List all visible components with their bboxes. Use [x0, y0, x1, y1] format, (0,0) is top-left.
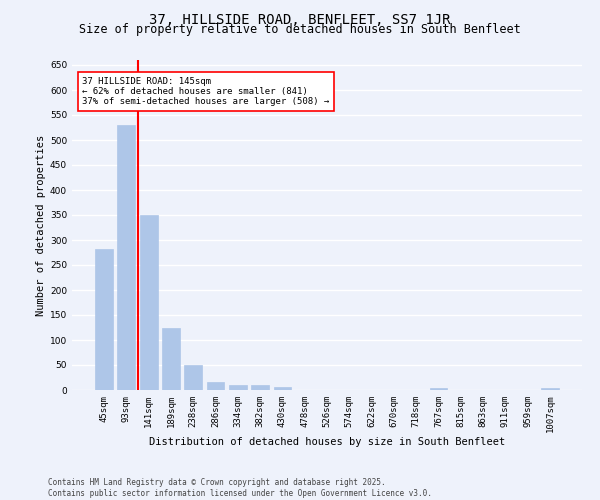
Bar [95, 248, 113, 390]
Bar [206, 382, 224, 390]
Bar [251, 385, 269, 390]
Text: 37, HILLSIDE ROAD, BENFLEET, SS7 1JR: 37, HILLSIDE ROAD, BENFLEET, SS7 1JR [149, 12, 451, 26]
Bar [184, 365, 202, 390]
Text: Size of property relative to detached houses in South Benfleet: Size of property relative to detached ho… [79, 22, 521, 36]
Bar [541, 388, 559, 390]
Bar [140, 215, 158, 390]
Bar [162, 328, 180, 390]
Bar [430, 388, 448, 390]
Bar [118, 125, 136, 390]
Text: 37 HILLSIDE ROAD: 145sqm
← 62% of detached houses are smaller (841)
37% of semi-: 37 HILLSIDE ROAD: 145sqm ← 62% of detach… [82, 76, 329, 106]
Bar [274, 386, 292, 390]
Text: Contains HM Land Registry data © Crown copyright and database right 2025.
Contai: Contains HM Land Registry data © Crown c… [48, 478, 432, 498]
X-axis label: Distribution of detached houses by size in South Benfleet: Distribution of detached houses by size … [149, 436, 505, 446]
Y-axis label: Number of detached properties: Number of detached properties [36, 134, 46, 316]
Bar [229, 384, 247, 390]
